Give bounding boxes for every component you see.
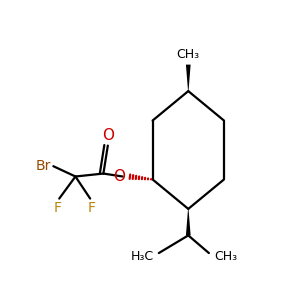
Text: O: O [102, 128, 114, 142]
Text: F: F [88, 201, 96, 215]
Text: H₃C: H₃C [130, 250, 154, 262]
Text: Br: Br [36, 159, 51, 173]
Text: CH₃: CH₃ [177, 48, 200, 61]
Text: F: F [54, 201, 62, 215]
Text: CH₃: CH₃ [214, 250, 237, 262]
Polygon shape [186, 209, 190, 236]
Polygon shape [186, 64, 190, 91]
Text: O: O [113, 169, 125, 184]
